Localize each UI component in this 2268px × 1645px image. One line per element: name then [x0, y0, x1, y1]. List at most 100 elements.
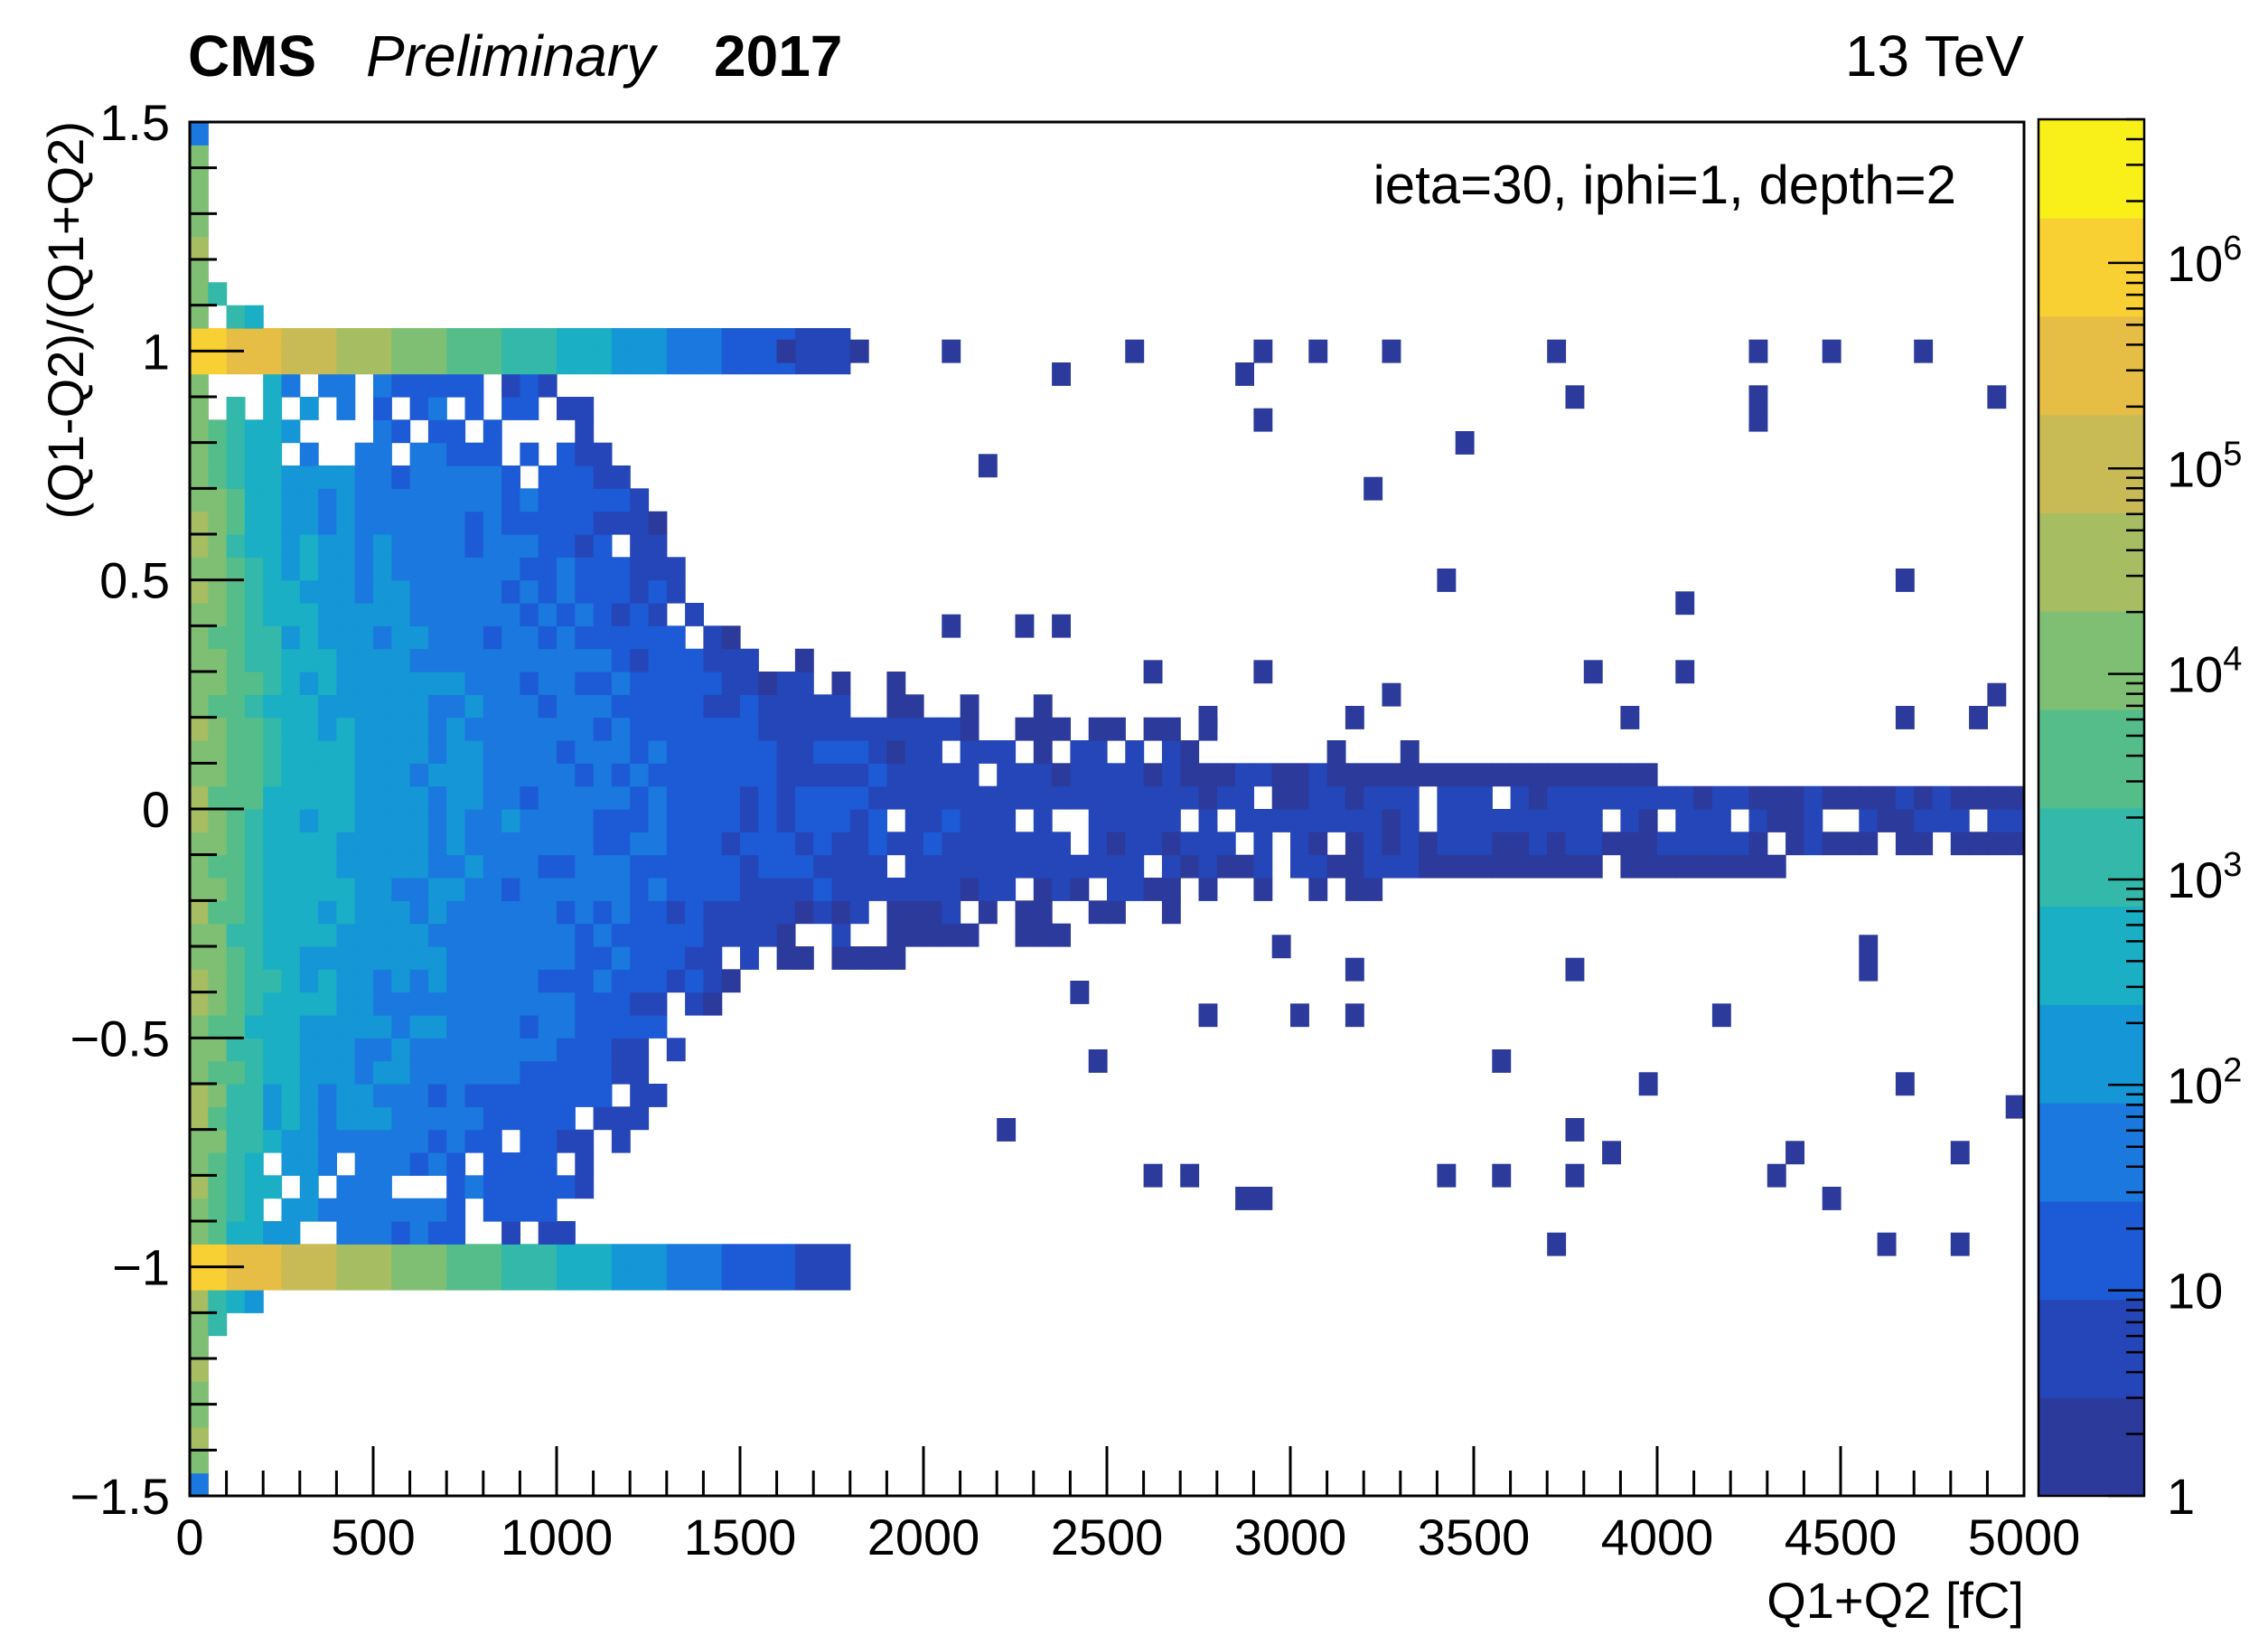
heatmap-cell: [244, 809, 264, 832]
heatmap-cell: [226, 1198, 246, 1222]
heatmap-cell: [1877, 1232, 1897, 1256]
heatmap-cell: [391, 625, 411, 650]
heatmap-cell: [336, 1084, 356, 1107]
heatmap-cell: [427, 603, 447, 626]
color-bar-tick-base: 10: [2167, 1057, 2223, 1114]
heatmap-cell: [1455, 809, 1475, 832]
heatmap-cell: [1070, 981, 1090, 1004]
heatmap-cell: [446, 442, 466, 466]
heatmap-cell: [740, 946, 759, 970]
heatmap-cell: [538, 1129, 558, 1153]
heatmap-cell: [318, 625, 337, 650]
heatmap-cell: [1455, 785, 1475, 810]
heatmap-cell: [190, 878, 209, 901]
heatmap-cell: [978, 878, 998, 901]
heatmap-cell: [776, 809, 796, 832]
heatmap-cell: [520, 1244, 539, 1268]
heatmap-cell: [1235, 362, 1254, 386]
heatmap-cell: [446, 625, 466, 650]
heatmap-cell: [1730, 854, 1750, 879]
heatmap-cell: [648, 832, 668, 856]
heatmap-cell: [483, 785, 502, 810]
heatmap-cell: [666, 672, 686, 695]
heatmap-cell: [648, 717, 668, 741]
heatmap-cell: [1052, 854, 1071, 879]
heatmap-cell: [299, 1198, 319, 1222]
heatmap-cell: [299, 1106, 319, 1131]
heatmap-cell: [190, 259, 209, 283]
heatmap-cell: [794, 351, 814, 375]
heatmap-cell: [501, 740, 520, 764]
heatmap-cell: [520, 740, 539, 764]
heatmap-cell: [483, 992, 502, 1016]
heatmap-cell: [336, 946, 356, 970]
color-bar-tick-base: 10: [2167, 851, 2223, 908]
heatmap-cell: [427, 397, 447, 420]
heatmap-cell: [1382, 832, 1401, 856]
heatmap-cell: [226, 648, 246, 672]
heatmap-cell: [501, 648, 520, 672]
heatmap-cell: [1400, 785, 1420, 810]
heatmap-cell: [1400, 832, 1420, 856]
heatmap-cell: [740, 1244, 759, 1268]
heatmap-cell: [538, 1175, 558, 1199]
heatmap-cell: [593, 923, 613, 947]
heatmap-cell: [318, 809, 337, 832]
heatmap-cell: [281, 809, 301, 832]
heatmap-cell: [648, 1084, 668, 1107]
heatmap-cell: [244, 1266, 264, 1291]
heatmap-cell: [1382, 854, 1401, 879]
heatmap-cell: [263, 351, 283, 375]
heatmap-cell: [1895, 809, 1915, 832]
heatmap-cell: [1400, 854, 1420, 879]
heatmap-cell: [318, 351, 337, 375]
heatmap-cell: [501, 1266, 520, 1291]
heatmap-cell: [557, 625, 576, 650]
heatmap-cell: [464, 854, 484, 879]
heatmap-cell: [1125, 763, 1145, 787]
heatmap-cell: [354, 1244, 374, 1268]
heatmap-cell: [648, 511, 668, 535]
heatmap-cell: [263, 534, 283, 558]
heatmap-cell: [190, 1198, 209, 1222]
heatmap-cell: [464, 328, 484, 352]
heatmap-cell: [208, 1038, 228, 1062]
heatmap-cell: [464, 1175, 484, 1199]
heatmap-cell: [208, 1129, 228, 1153]
heatmap-cell: [483, 1129, 502, 1153]
heatmap-cell: [1437, 785, 1457, 810]
heatmap-cell: [501, 785, 520, 810]
heatmap-cell: [1198, 706, 1218, 729]
heatmap-cell: [373, 397, 392, 420]
heatmap-cell: [1455, 431, 1475, 455]
heatmap-cell: [593, 694, 613, 719]
heatmap-cell: [575, 603, 595, 626]
heatmap-cell: [318, 694, 337, 719]
heatmap-cell: [538, 328, 558, 352]
heatmap-cell: [409, 672, 429, 695]
heatmap-cell: [721, 1266, 741, 1291]
heatmap-cell: [721, 672, 741, 695]
heatmap-cell: [1070, 740, 1090, 764]
heatmap-cell: [648, 579, 668, 604]
heatmap-cell: [226, 1152, 246, 1176]
heatmap-cell: [427, 1129, 447, 1153]
heatmap-cell: [960, 740, 979, 764]
heatmap-cell: [281, 832, 301, 856]
heatmap-cell: [630, 854, 650, 879]
heatmap-cell: [483, 648, 502, 672]
heatmap-cell: [611, 648, 631, 672]
heatmap-cell: [446, 992, 466, 1016]
heatmap-cell: [208, 763, 228, 787]
heatmap-cell: [1345, 706, 1364, 729]
heatmap-cell: [244, 1198, 264, 1222]
heatmap-cell: [1730, 785, 1750, 810]
heatmap-cell: [1822, 832, 1842, 856]
heatmap-cell: [1271, 809, 1291, 832]
heatmap-cell: [1492, 832, 1512, 856]
heatmap-cell: [593, 603, 613, 626]
heatmap-cell: [446, 1152, 466, 1176]
heatmap-cell: [391, 419, 411, 444]
heatmap-cell: [318, 900, 337, 925]
heatmap-cell: [1070, 878, 1090, 901]
